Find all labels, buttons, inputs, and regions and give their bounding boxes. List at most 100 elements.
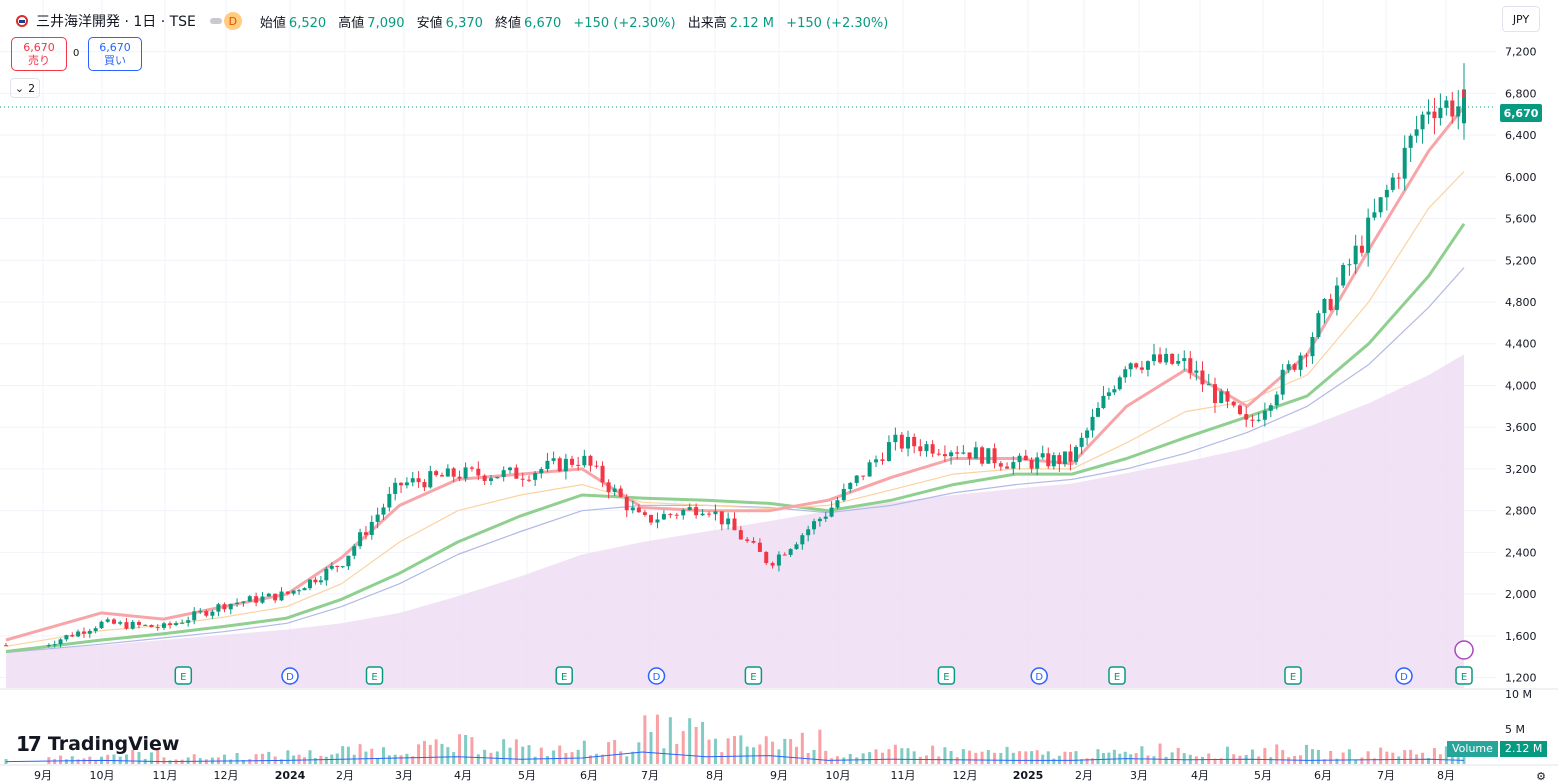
- price-tick-label: 5,600: [1505, 213, 1537, 226]
- candle-body: [381, 507, 386, 515]
- volume-bar: [168, 760, 172, 764]
- currency-button[interactable]: JPY: [1502, 6, 1540, 32]
- time-tick-label: 6月: [1314, 769, 1332, 782]
- ma-area: [6, 354, 1464, 688]
- volume-bar: [483, 749, 487, 764]
- candle-body: [588, 455, 593, 466]
- symbol-title[interactable]: 三井海洋開発 · 1日 · TSE: [36, 14, 196, 30]
- volume-bar: [771, 741, 775, 764]
- candle-body: [1117, 377, 1122, 390]
- candle-body: [428, 471, 433, 488]
- candle-body: [823, 516, 828, 519]
- candle-body: [352, 546, 357, 556]
- candle-body: [87, 630, 92, 634]
- volume-bar: [675, 743, 679, 764]
- candle-body: [1237, 405, 1242, 415]
- volume-bar: [1250, 749, 1254, 764]
- candle-body: [247, 596, 252, 602]
- candle-body: [482, 475, 487, 481]
- candle-body: [161, 623, 166, 628]
- indicators-collapse-button[interactable]: ⌄ 2: [10, 78, 40, 98]
- volume-bar: [458, 734, 462, 764]
- volume-bar: [76, 759, 80, 764]
- price-tick-label: 2,000: [1505, 588, 1537, 601]
- volume-bar: [943, 747, 947, 764]
- volume-bar: [137, 752, 141, 764]
- volume-bar: [1057, 755, 1061, 764]
- candle-body: [1262, 410, 1267, 420]
- data-source-toggle[interactable]: D: [209, 12, 242, 30]
- candle-body: [700, 513, 705, 516]
- volume-bar: [422, 740, 426, 764]
- time-tick-label: 5月: [518, 769, 536, 782]
- volume-bar: [545, 755, 549, 764]
- candle-body: [1274, 394, 1279, 406]
- sell-button[interactable]: 6,670 売り: [11, 37, 67, 71]
- candle-body: [912, 436, 917, 447]
- candle-body: [210, 611, 215, 616]
- earnings-marker: [1284, 666, 1302, 685]
- buy-button[interactable]: 6,670 買い: [88, 37, 142, 71]
- candle-body: [1029, 460, 1034, 469]
- volume-bar: [739, 735, 743, 764]
- candle-body: [1152, 354, 1157, 362]
- volume-bar: [434, 739, 438, 764]
- volume-bar: [874, 749, 878, 764]
- candle-body: [1040, 453, 1045, 458]
- volume-bar: [106, 754, 110, 764]
- candle-body: [451, 468, 456, 477]
- candle-body: [800, 535, 805, 545]
- volume-bar: [607, 742, 611, 764]
- candle-body: [93, 628, 98, 631]
- candle-body: [1268, 405, 1273, 411]
- candle-body: [861, 475, 866, 477]
- candle-body: [694, 507, 699, 516]
- high-value: 7,090: [367, 15, 405, 31]
- candle-body: [757, 542, 762, 552]
- candle-body: [1101, 395, 1106, 408]
- candle-body: [387, 493, 392, 508]
- time-tick-label: 3月: [1130, 769, 1148, 782]
- volume-bar: [1275, 744, 1279, 764]
- candle-body: [563, 458, 568, 472]
- close-value: 6,670: [524, 15, 562, 31]
- volume-bar: [1074, 751, 1078, 764]
- volume-badge-label: Volume: [1447, 741, 1498, 757]
- volume-bar: [222, 754, 226, 764]
- settings-gear-icon[interactable]: ⚙: [1536, 770, 1546, 783]
- candle-body: [1359, 245, 1364, 253]
- volume-bar: [248, 759, 252, 764]
- candle-body: [600, 465, 605, 483]
- current-price-label: 6,670: [1500, 104, 1542, 122]
- volume-bar: [428, 744, 432, 764]
- candle-body: [526, 479, 531, 481]
- volume-bar: [1257, 756, 1261, 764]
- candle-body: [949, 452, 954, 457]
- candle-body: [136, 622, 141, 625]
- volume-badge: Volume 2.12 M: [1447, 741, 1548, 757]
- candle-body: [630, 507, 635, 511]
- volume-bar: [156, 749, 160, 764]
- candle-body: [1095, 407, 1100, 417]
- candle-body: [254, 596, 259, 603]
- candle-body: [70, 635, 75, 637]
- volume-bar: [446, 747, 450, 764]
- candle-body: [369, 521, 374, 535]
- candle-body: [1310, 337, 1315, 357]
- dividend-marker: [1395, 667, 1413, 685]
- chevron-down-icon: ⌄: [14, 81, 25, 95]
- candle-body: [1286, 364, 1291, 370]
- candle-body: [545, 460, 550, 470]
- volume-bar: [303, 757, 307, 764]
- open-label: 始値: [259, 15, 286, 31]
- candle-body: [998, 463, 1003, 467]
- candle-body: [874, 459, 879, 463]
- tradingview-logo[interactable]: 𝟭𝟳 TradingView: [16, 732, 179, 756]
- event-marker-label: E: [371, 672, 377, 683]
- volume-bar: [94, 760, 98, 764]
- candle-body: [570, 458, 575, 465]
- volume-bar: [861, 753, 865, 764]
- candle-body: [1438, 107, 1443, 119]
- candle-body: [1176, 360, 1181, 364]
